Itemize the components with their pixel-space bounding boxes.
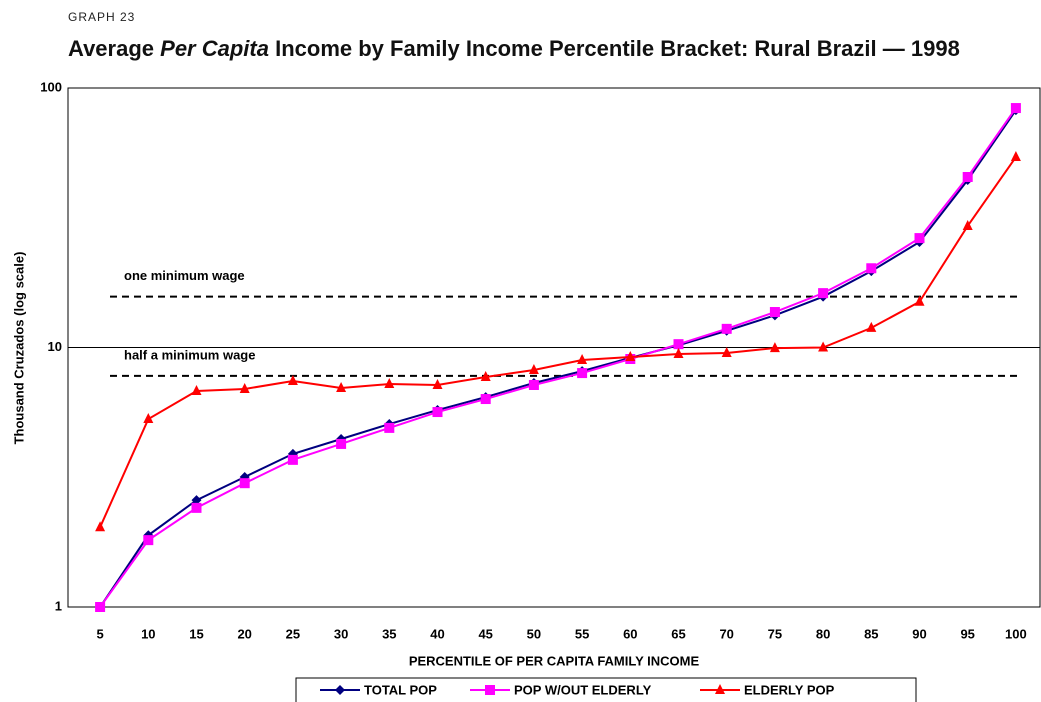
marker xyxy=(1010,103,1021,114)
marker xyxy=(480,394,491,405)
y-tick-label: 1 xyxy=(55,598,62,613)
marker xyxy=(287,374,298,385)
marker xyxy=(818,288,829,299)
marker xyxy=(721,347,732,358)
marker xyxy=(432,407,443,418)
marker xyxy=(239,478,250,489)
y-axis-label: Thousand Cruzados (log scale) xyxy=(11,252,26,445)
marker xyxy=(287,454,298,465)
marker xyxy=(769,342,780,353)
legend-box xyxy=(295,677,917,702)
x-tick-label: 10 xyxy=(141,626,155,641)
chart-title: Average Per Capita Income by Family Inco… xyxy=(68,36,960,62)
marker xyxy=(335,685,345,695)
x-tick-label: 90 xyxy=(912,626,926,641)
y-tick-label: 10 xyxy=(48,339,62,354)
marker xyxy=(866,321,877,332)
series-line xyxy=(99,107,1017,608)
x-tick-label: 55 xyxy=(575,626,589,641)
x-axis-label: PERCENTILE OF PER CAPITA FAMILY INCOME xyxy=(409,653,700,668)
x-tick-label: 40 xyxy=(430,626,444,641)
marker xyxy=(191,495,202,506)
kicker: GRAPH 23 xyxy=(68,10,136,24)
x-tick-label: 45 xyxy=(478,626,492,641)
x-tick-label: 75 xyxy=(768,626,782,641)
reference-label: one minimum wage xyxy=(124,268,245,283)
series-line xyxy=(99,109,1017,608)
marker xyxy=(673,347,684,358)
x-tick-label: 65 xyxy=(671,626,685,641)
marker xyxy=(191,384,202,395)
marker xyxy=(914,295,925,306)
x-tick-label: 80 xyxy=(816,626,830,641)
marker xyxy=(962,171,973,182)
marker xyxy=(715,684,725,694)
marker xyxy=(1010,151,1021,162)
legend-label: ELDERLY POP xyxy=(744,682,835,697)
x-tick-label: 95 xyxy=(960,626,974,641)
marker xyxy=(432,378,443,389)
title-part: Per Capita xyxy=(160,36,269,61)
x-tick-label: 85 xyxy=(864,626,878,641)
x-tick-label: 30 xyxy=(334,626,348,641)
x-tick-label: 60 xyxy=(623,626,637,641)
x-tick-label: 20 xyxy=(237,626,251,641)
marker xyxy=(962,219,973,230)
marker xyxy=(480,370,491,381)
marker xyxy=(191,502,202,513)
marker xyxy=(769,307,780,318)
x-tick-label: 100 xyxy=(1005,626,1027,641)
x-tick-label: 5 xyxy=(96,626,103,641)
y-tick-label: 100 xyxy=(40,79,62,94)
x-tick-label: 15 xyxy=(189,626,203,641)
marker xyxy=(485,685,495,695)
marker xyxy=(143,413,154,424)
reference-label: half a minimum wage xyxy=(124,347,255,362)
title-part: Income by Family Income Percentile Brack… xyxy=(275,36,960,61)
marker xyxy=(239,382,250,393)
x-tick-label: 35 xyxy=(382,626,396,641)
marker xyxy=(625,351,636,362)
marker xyxy=(577,354,588,365)
marker xyxy=(866,263,877,274)
marker xyxy=(577,368,588,379)
title-part: Average xyxy=(68,36,155,61)
marker xyxy=(143,535,154,546)
series-line xyxy=(99,156,1017,528)
x-tick-label: 70 xyxy=(719,626,733,641)
marker xyxy=(336,438,347,449)
marker xyxy=(384,378,395,389)
marker xyxy=(721,323,732,334)
marker xyxy=(528,379,539,390)
marker xyxy=(673,339,684,350)
legend-label: POP W/OUT ELDERLY xyxy=(514,682,652,697)
marker xyxy=(95,521,106,532)
legend-label: TOTAL POP xyxy=(364,682,437,697)
marker xyxy=(95,602,106,612)
marker xyxy=(914,233,925,244)
marker xyxy=(818,341,829,352)
marker xyxy=(528,364,539,375)
x-tick-label: 50 xyxy=(527,626,541,641)
x-tick-label: 25 xyxy=(286,626,300,641)
marker xyxy=(336,382,347,393)
marker xyxy=(384,422,395,433)
